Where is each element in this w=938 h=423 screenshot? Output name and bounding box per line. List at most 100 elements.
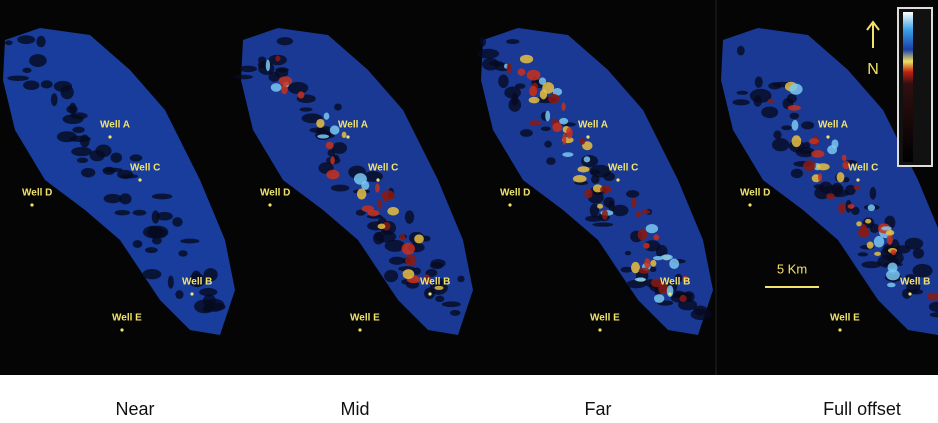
amplitude-hotspot <box>383 195 389 202</box>
amplitude-dark-patch <box>275 67 288 72</box>
amplitude-dark-patch <box>288 82 308 94</box>
amplitude-dark-patch <box>178 250 187 256</box>
panel-label: Near <box>115 399 154 419</box>
amplitude-dark-patch <box>51 93 58 106</box>
amplitude-hotspot <box>811 150 824 158</box>
amplitude-dark-patch <box>145 247 158 253</box>
amplitude-dark-patch <box>119 193 131 204</box>
amplitude-hotspot <box>548 94 559 104</box>
amplitude-dark-patch <box>450 310 460 316</box>
amplitude-hotspot <box>638 229 648 241</box>
amplitude-hotspot <box>584 156 591 162</box>
well-label: Well A <box>578 120 608 131</box>
well-marker <box>346 135 349 138</box>
amplitude-dark-patch <box>790 113 799 120</box>
well-label: Well D <box>260 188 290 199</box>
amplitude-dark-patch <box>480 37 486 47</box>
amplitude-hotspot <box>641 210 650 214</box>
amplitude-hotspot <box>529 86 537 97</box>
amplitude-dark-patch <box>41 80 53 88</box>
well-marker <box>826 135 829 138</box>
amplitude-dark-patch <box>913 248 924 259</box>
amplitude-dark-patch <box>36 36 45 47</box>
amplitude-dark-patch <box>180 239 199 244</box>
amplitude-dark-patch <box>520 129 533 137</box>
amplitude-hotspot <box>818 173 822 182</box>
amplitude-hotspot <box>561 103 565 112</box>
amplitude-hotspot <box>646 224 658 233</box>
amplitude-dark-patch <box>7 75 29 81</box>
amplitude-hotspot <box>816 163 829 170</box>
well-marker <box>668 292 671 295</box>
amplitude-hotspot <box>580 138 585 145</box>
amplitude-hotspot <box>362 205 374 212</box>
amplitude-dark-patch <box>457 276 464 283</box>
amplitude-dark-patch <box>590 170 600 175</box>
amplitude-hotspot <box>789 84 802 95</box>
amplitude-hotspot <box>654 294 664 303</box>
panel-label: Mid <box>340 399 369 419</box>
amplitude-hotspot <box>357 188 367 199</box>
amplitude-hotspot <box>552 123 562 132</box>
amplitude-dark-patch <box>506 39 519 44</box>
amplitude-hotspot <box>831 139 838 148</box>
amplitude-hotspot <box>405 255 416 266</box>
amplitude-dark-patch <box>755 76 763 87</box>
amplitude-hotspot <box>856 221 862 226</box>
amplitude-dark-patch <box>115 210 130 215</box>
well-label: Well D <box>22 188 52 199</box>
amplitude-hotspot <box>577 166 589 172</box>
amplitude-hotspot <box>271 83 282 92</box>
amplitude-dark-patch <box>332 142 347 154</box>
north-label: N <box>867 61 879 78</box>
well-label: Well C <box>848 163 878 174</box>
amplitude-hotspot <box>324 113 330 120</box>
well-label: Well E <box>590 313 620 324</box>
amplitude-dark-patch <box>773 130 781 139</box>
amplitude-dark-patch <box>772 138 789 151</box>
well-marker <box>30 203 33 206</box>
amplitude-dark-patch <box>23 68 32 73</box>
amplitude-hotspot <box>837 172 845 182</box>
amplitude-dark-patch <box>831 183 842 196</box>
amplitude-dark-patch <box>389 257 405 265</box>
amplitude-dark-patch <box>626 190 639 198</box>
amplitude-hotspot <box>854 186 861 191</box>
amplitude-dark-patch <box>913 264 933 278</box>
amplitude-dark-patch <box>133 240 143 248</box>
amplitude-dark-patch <box>862 261 882 268</box>
amplitude-dark-patch <box>72 127 84 133</box>
amplitude-dark-patch <box>152 210 160 223</box>
amplitude-hotspot <box>679 295 686 302</box>
amplitude-hotspot <box>316 119 324 128</box>
amplitude-hotspot <box>597 204 603 209</box>
amplitude-dark-patch <box>405 210 414 223</box>
well-label: Well A <box>818 120 848 131</box>
well-marker <box>586 135 589 138</box>
amplitude-hotspot <box>891 250 897 255</box>
amplitude-dark-patch <box>81 168 95 178</box>
amplitude-hotspot <box>527 70 541 81</box>
amplitude-dark-patch <box>172 217 182 227</box>
amplitude-hotspot <box>643 243 649 249</box>
amplitude-dark-patch <box>194 300 215 314</box>
amplitude-hotspot <box>874 236 884 247</box>
amplitude-dark-patch <box>384 270 398 282</box>
amplitude-hotspot <box>803 160 816 171</box>
amplitude-hotspot <box>788 105 801 111</box>
amplitude-dark-patch <box>120 174 138 178</box>
amplitude-hotspot <box>403 269 415 279</box>
amplitude-dark-patch <box>233 75 253 79</box>
well-label: Well E <box>112 313 142 324</box>
well-label: Well E <box>350 313 380 324</box>
well-label: Well C <box>608 163 638 174</box>
well-marker <box>108 135 111 138</box>
amplitude-hotspot <box>562 133 566 145</box>
amplitude-hotspot <box>653 234 659 240</box>
amplitude-hotspot <box>842 155 847 161</box>
amplitude-hotspot <box>402 243 415 255</box>
amplitude-dark-patch <box>23 80 39 90</box>
amplitude-hotspot <box>650 260 656 267</box>
well-label: Well C <box>130 163 160 174</box>
amplitude-dark-patch <box>511 93 518 106</box>
